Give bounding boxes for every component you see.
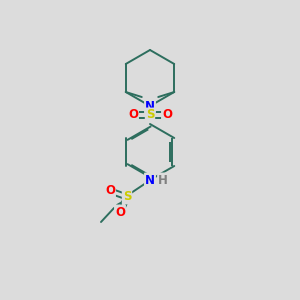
Text: S: S	[146, 109, 154, 122]
Text: S: S	[123, 190, 131, 203]
Text: O: O	[105, 184, 115, 196]
Text: O: O	[128, 109, 138, 122]
Text: H: H	[158, 173, 168, 187]
Text: O: O	[115, 206, 125, 218]
Text: N: N	[145, 173, 155, 187]
Text: N: N	[145, 100, 155, 112]
Text: O: O	[162, 109, 172, 122]
